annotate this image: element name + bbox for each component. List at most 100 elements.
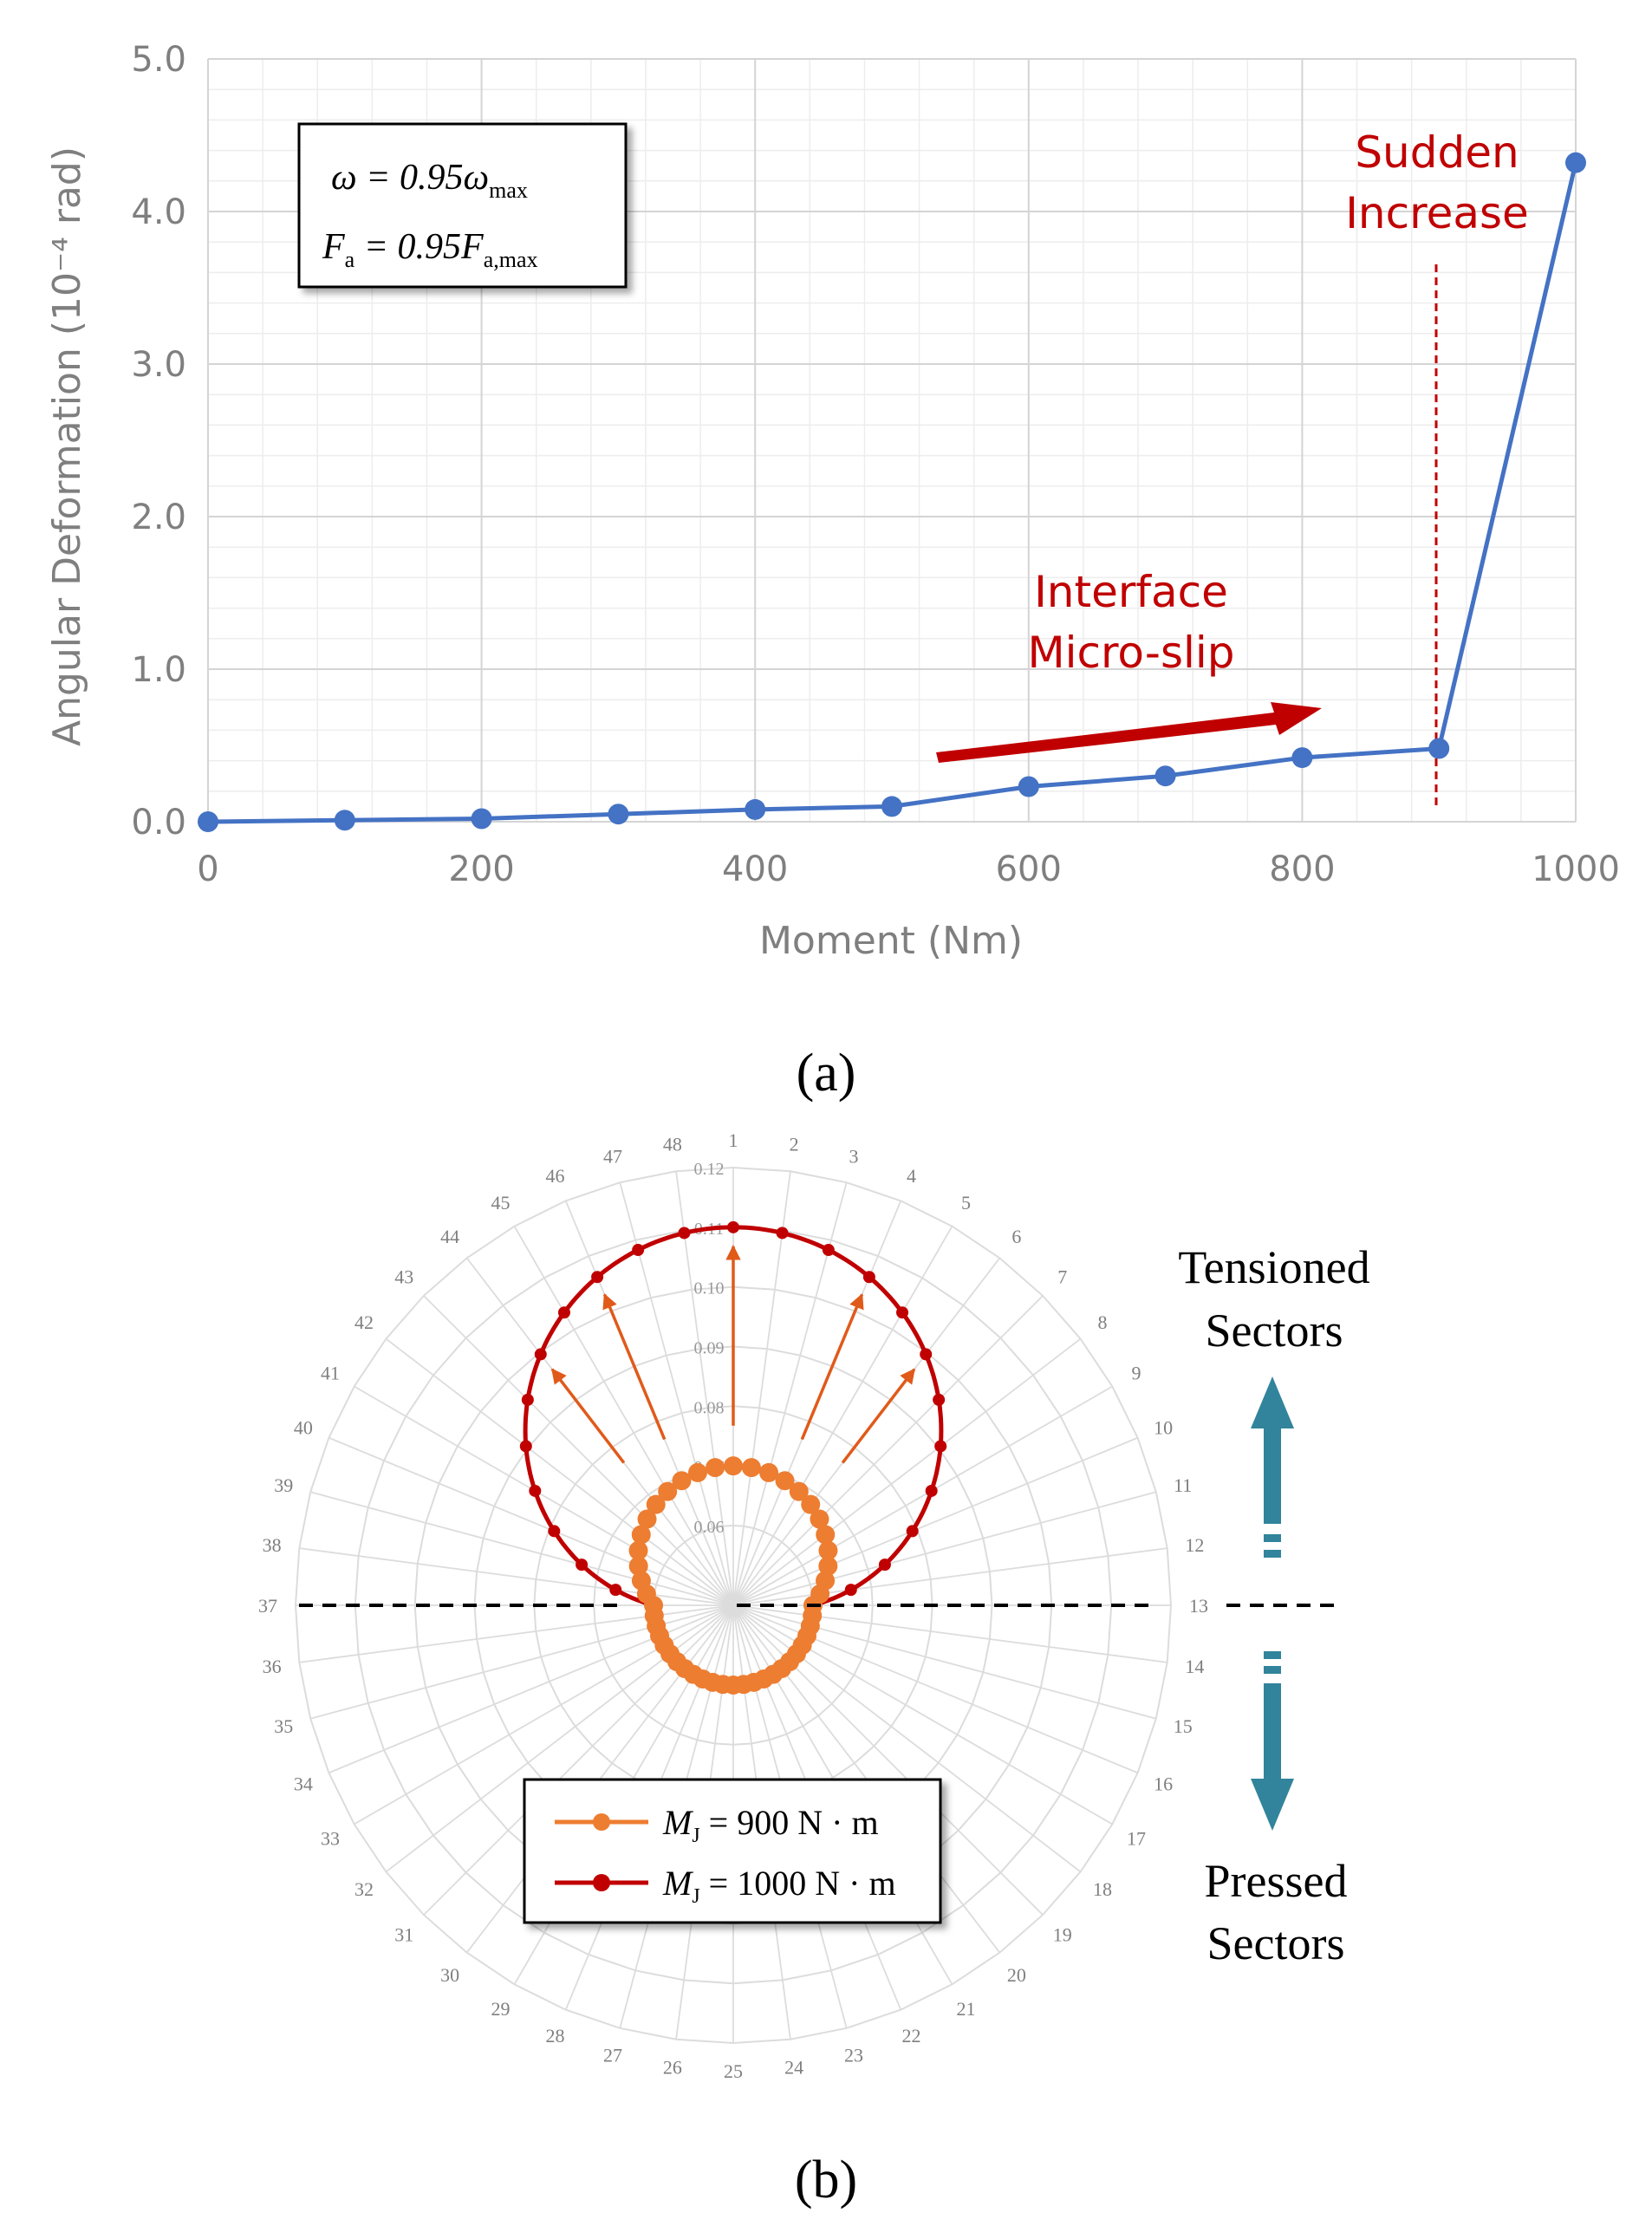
pressed-label-line2: Sectors xyxy=(1207,1917,1345,1969)
b-sector-label: 18 xyxy=(1093,1878,1112,1900)
b-sector-label: 15 xyxy=(1174,1715,1193,1737)
b-series-point xyxy=(687,1462,707,1482)
b-sector-label: 8 xyxy=(1098,1311,1108,1333)
b-sector-label: 31 xyxy=(394,1924,413,1946)
b-series-point xyxy=(646,1494,666,1514)
b-sector-label: 12 xyxy=(1185,1534,1204,1556)
b-sector-label: 47 xyxy=(603,1145,622,1167)
a-x-tick-label: 200 xyxy=(448,849,514,889)
b-sector-label: 25 xyxy=(724,2060,743,2082)
b-sector-label: 9 xyxy=(1132,1363,1141,1384)
panel-a-line-chart: 0.0 1.0 2.0 3.0 4.0 5.0 0 200 400 600 800 1000 Mom… xyxy=(45,40,1620,1103)
a-x-axis-title: Moment (Nm) xyxy=(759,919,1023,963)
b-spoke xyxy=(732,1604,1138,1774)
b-series-point xyxy=(741,1458,761,1478)
b-sector-label: 22 xyxy=(902,2025,921,2047)
a-data-point xyxy=(334,810,355,831)
a-y-tick-label: 4.0 xyxy=(131,192,186,232)
b-sector-label: 38 xyxy=(263,1534,282,1556)
b-sector-label: 32 xyxy=(354,1878,374,1900)
b-series-point xyxy=(759,1462,779,1482)
b-series-point xyxy=(591,1271,604,1284)
b-series-point xyxy=(862,1271,875,1284)
pressed-down-arrow xyxy=(1251,1651,1294,1831)
b-series-point xyxy=(706,1458,725,1478)
b-radial-tick-label: 0.10 xyxy=(694,1279,725,1298)
tension-label-line1: Tensioned xyxy=(1178,1241,1369,1293)
a-data-point xyxy=(1291,747,1313,769)
a-major-grid xyxy=(207,58,1577,823)
b-series-point xyxy=(678,1227,691,1240)
parameter-omega: ω = 0.95ωmax xyxy=(331,158,528,203)
b-series-point xyxy=(801,1494,821,1514)
b-series-point xyxy=(631,1525,651,1545)
b-series-point xyxy=(609,1584,622,1597)
panel-b-label: (b) xyxy=(795,2151,857,2209)
b-spoke xyxy=(328,1604,734,1774)
a-y-axis-title: Angular Deformation (10⁻⁴ rad) xyxy=(45,146,89,746)
b-spoke xyxy=(732,1491,1157,1606)
b-sector-label: 13 xyxy=(1189,1595,1208,1617)
b-sector-label: 30 xyxy=(440,1964,459,1986)
legend-label-1000: MJ = 1000 N · m xyxy=(662,1864,896,1908)
sudden-label-line2: Increase xyxy=(1345,188,1529,238)
b-series-point xyxy=(822,1244,835,1257)
b-spoke xyxy=(732,1385,1113,1606)
a-x-tick-label: 400 xyxy=(722,849,788,889)
b-sector-label: 23 xyxy=(844,2045,863,2066)
b-spoke xyxy=(732,1226,953,1606)
b-spoke xyxy=(732,1337,1082,1606)
b-series-point xyxy=(557,1306,570,1319)
b-series-point xyxy=(727,1220,739,1233)
b-sector-label: 46 xyxy=(545,1165,564,1187)
b-expansion-arrow xyxy=(841,1368,916,1464)
a-x-tick-label: 800 xyxy=(1269,849,1335,889)
tension-label-line2: Sectors xyxy=(1206,1305,1343,1357)
b-sector-label: 43 xyxy=(394,1266,413,1287)
b-sector-label: 16 xyxy=(1154,1773,1173,1795)
a-data-point xyxy=(198,811,218,832)
legend-label-900: MJ = 900 N · m xyxy=(662,1803,879,1847)
b-series-point xyxy=(775,1471,795,1491)
b-series-point xyxy=(925,1484,938,1497)
b-sector-label: 41 xyxy=(321,1363,340,1384)
b-spoke xyxy=(423,1295,734,1606)
b-spoke xyxy=(354,1385,734,1606)
b-sector-label: 33 xyxy=(321,1828,340,1850)
a-y-tick-label: 1.0 xyxy=(131,650,186,690)
b-sector-label: 34 xyxy=(294,1773,313,1795)
a-data-point xyxy=(608,804,629,825)
a-y-tick-label: 3.0 xyxy=(131,345,186,385)
b-sector-label: 3 xyxy=(849,1145,858,1167)
interface-label-line2: Micro-slip xyxy=(1027,628,1234,678)
b-sector-label: 40 xyxy=(294,1416,313,1438)
b-sector-label: 24 xyxy=(784,2056,803,2078)
b-legend: MJ = 900 N · m MJ = 1000 N · m xyxy=(523,1778,942,1924)
b-spoke xyxy=(732,1171,791,1606)
parameter-box: ω = 0.95ωmax Fa = 0.95Fa,max xyxy=(297,122,628,289)
b-sector-label: 14 xyxy=(1185,1656,1204,1677)
tension-up-arrow xyxy=(1251,1376,1294,1558)
b-sector-label: 2 xyxy=(790,1134,799,1155)
b-sector-label: 4 xyxy=(907,1165,916,1187)
b-sector-label: 7 xyxy=(1057,1266,1067,1287)
b-series-point xyxy=(818,1556,838,1576)
b-series-point xyxy=(672,1471,692,1491)
series-900-points xyxy=(628,1456,838,1695)
b-spoke xyxy=(732,1436,1138,1606)
b-series-point xyxy=(519,1440,532,1453)
b-sector-label: 26 xyxy=(663,2056,682,2078)
b-sector-label: 21 xyxy=(957,1998,976,2020)
pressed-label-line1: Pressed xyxy=(1205,1855,1348,1907)
b-series-point xyxy=(637,1509,657,1529)
panel-b-polar-chart: 1 234567891011121314151617181920212223242… xyxy=(258,1129,1370,2209)
b-series-point xyxy=(534,1348,547,1361)
a-y-tick-label: 2.0 xyxy=(131,498,186,537)
b-series-point xyxy=(628,1540,648,1560)
b-spoke xyxy=(385,1337,734,1606)
a-y-tick-label: 5.0 xyxy=(131,40,186,80)
b-spoke xyxy=(513,1226,734,1606)
a-data-point xyxy=(1428,738,1450,759)
b-series-point xyxy=(776,1227,789,1240)
